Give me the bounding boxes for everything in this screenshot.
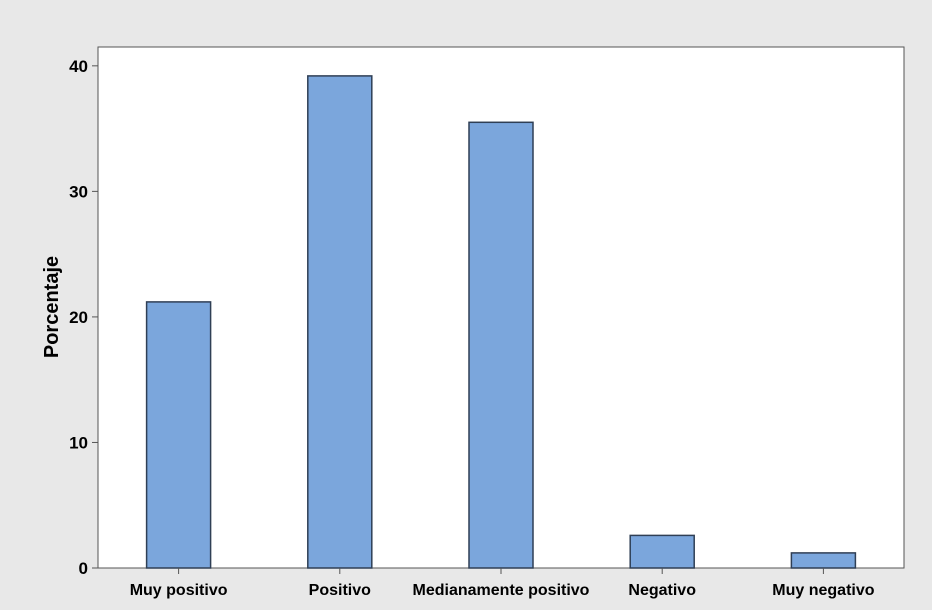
y-tick-label: 20: [69, 308, 88, 327]
x-tick-label: Negativo: [628, 582, 696, 599]
bar-negativo: [629, 534, 695, 569]
x-tick-label: Muy negativo: [772, 582, 874, 599]
x-axis: Muy positivo Positivo Medianamente positiv…: [130, 568, 875, 599]
bar-muy-negativo: [790, 552, 857, 569]
y-axis-title: Porcentaje: [41, 256, 63, 358]
y-tick-label: 10: [69, 433, 88, 452]
y-axis: 0 10 20 30 40: [69, 57, 98, 578]
y-tick-label: 30: [69, 182, 88, 201]
bars-layer: [145, 75, 857, 569]
x-tick-label: Medianamente positivo: [413, 582, 590, 599]
bar-muy-positivo: [145, 301, 212, 569]
y-tick-label: 40: [69, 57, 88, 76]
y-tick-label: 0: [79, 559, 88, 578]
bar-positivo: [307, 75, 373, 569]
x-tick-label: Muy positivo: [130, 582, 228, 599]
bar-medianamente-positivo: [468, 121, 534, 569]
x-tick-label: Positivo: [309, 582, 371, 599]
